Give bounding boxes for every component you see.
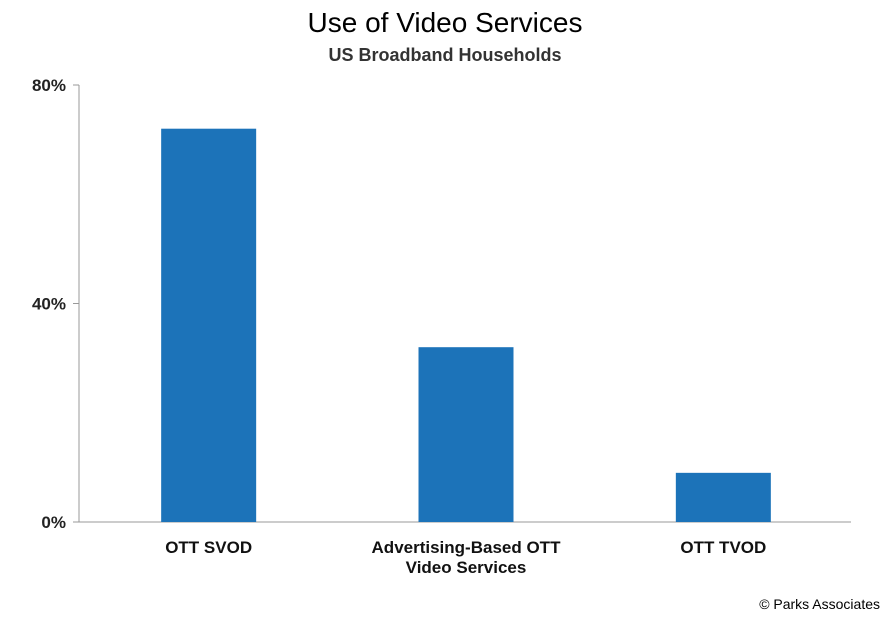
category-labels: OTT SVOD Advertising-Based OTT Video Servi… [165,538,766,577]
y-axis: 0% 40% 80% [32,76,80,532]
category-label: OTT TVOD [680,538,766,557]
y-tick-label: 0% [41,513,66,532]
y-tick-label: 80% [32,76,66,95]
chart-title: Use of Video Services [308,7,583,38]
y-tick-label: 40% [32,295,66,314]
chart-subtitle: US Broadband Households [328,45,561,65]
category-label: OTT SVOD [165,538,252,557]
bar [161,128,257,522]
bar [675,472,771,522]
source-credit: © Parks Associates [759,596,880,612]
bars [161,128,771,522]
category-label: Advertising-Based OTT Video Services [372,538,562,577]
bar [418,347,514,522]
